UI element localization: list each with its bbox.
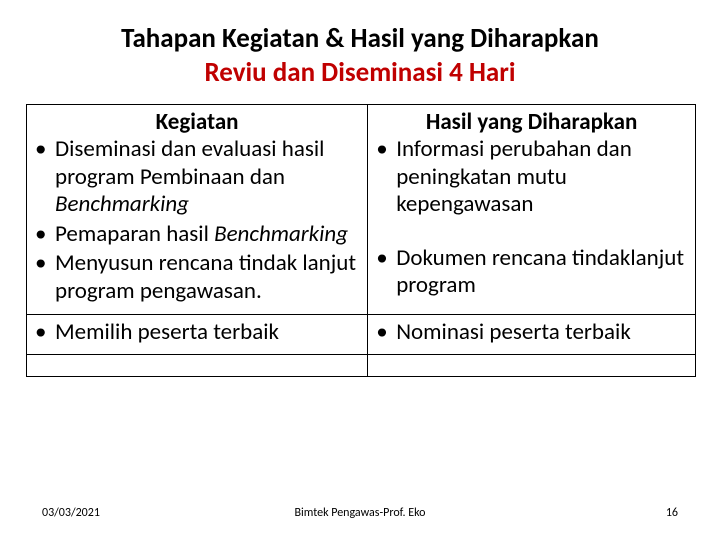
title-line-2: Reviu dan Diseminasi 4 Hari [0,56,720,90]
list-item: Diseminasi dan evaluasi hasil program Pe… [33,136,361,219]
hasil-list-1: Informasi perubahan dan peningkatan mutu… [374,136,689,300]
kegiatan-header: Kegiatan [33,109,361,137]
list-item: Menyusun rencana tindak lanjut program p… [33,250,361,305]
hasil-list-2: Nominasi peserta terbaik [374,319,689,347]
empty-cell-right [368,355,696,377]
list-item-emphasis: Benchmarking [214,220,348,248]
list-item: Pemaparan hasil Benchmarking [33,221,361,249]
hasil-cell-2: Nominasi peserta terbaik [368,314,696,355]
list-item-text: Nominasi peserta terbaik [396,318,631,346]
list-item-text: Pemaparan hasil [55,220,214,248]
slide-title-block: Tahapan Kegiatan & Hasil yang Diharapkan… [0,0,720,104]
list-item: Memilih peserta terbaik [33,319,361,347]
table-row: Memilih peserta terbaik Nominasi peserta… [27,314,696,355]
list-item-text: Memilih peserta terbaik [55,318,279,346]
hasil-cell-1: Hasil yang Diharapkan Informasi perubaha… [368,104,696,314]
content-table: Kegiatan Diseminasi dan evaluasi hasil p… [26,104,696,378]
footer-page: 16 [666,506,678,520]
list-item-emphasis: Benchmarking [55,190,189,218]
list-item-text: Dokumen rencana tindaklanjut program [396,244,684,300]
footer-center: Bimtek Pengawas-Prof. Eko [0,506,720,520]
list-item-text: Menyusun rencana tindak lanjut program p… [55,249,356,305]
empty-cell-left [27,355,368,377]
list-item-text: Diseminasi dan evaluasi hasil program Pe… [55,135,324,191]
title-line-1: Tahapan Kegiatan & Hasil yang Diharapkan [0,22,720,56]
list-item: Nominasi peserta terbaik [374,319,689,347]
content-table-wrap: Kegiatan Diseminasi dan evaluasi hasil p… [0,104,720,378]
kegiatan-cell-2: Memilih peserta terbaik [27,314,368,355]
table-row-empty [27,355,696,377]
kegiatan-list-1: Diseminasi dan evaluasi hasil program Pe… [33,136,361,306]
kegiatan-list-2: Memilih peserta terbaik [33,319,361,347]
list-item: Dokumen rencana tindaklanjut program [374,245,689,300]
kegiatan-cell-1: Kegiatan Diseminasi dan evaluasi hasil p… [27,104,368,314]
list-item-text: Informasi perubahan dan peningkatan mutu… [396,135,632,218]
list-item: Informasi perubahan dan peningkatan mutu… [374,136,689,219]
table-row: Kegiatan Diseminasi dan evaluasi hasil p… [27,104,696,314]
hasil-header: Hasil yang Diharapkan [374,109,689,137]
